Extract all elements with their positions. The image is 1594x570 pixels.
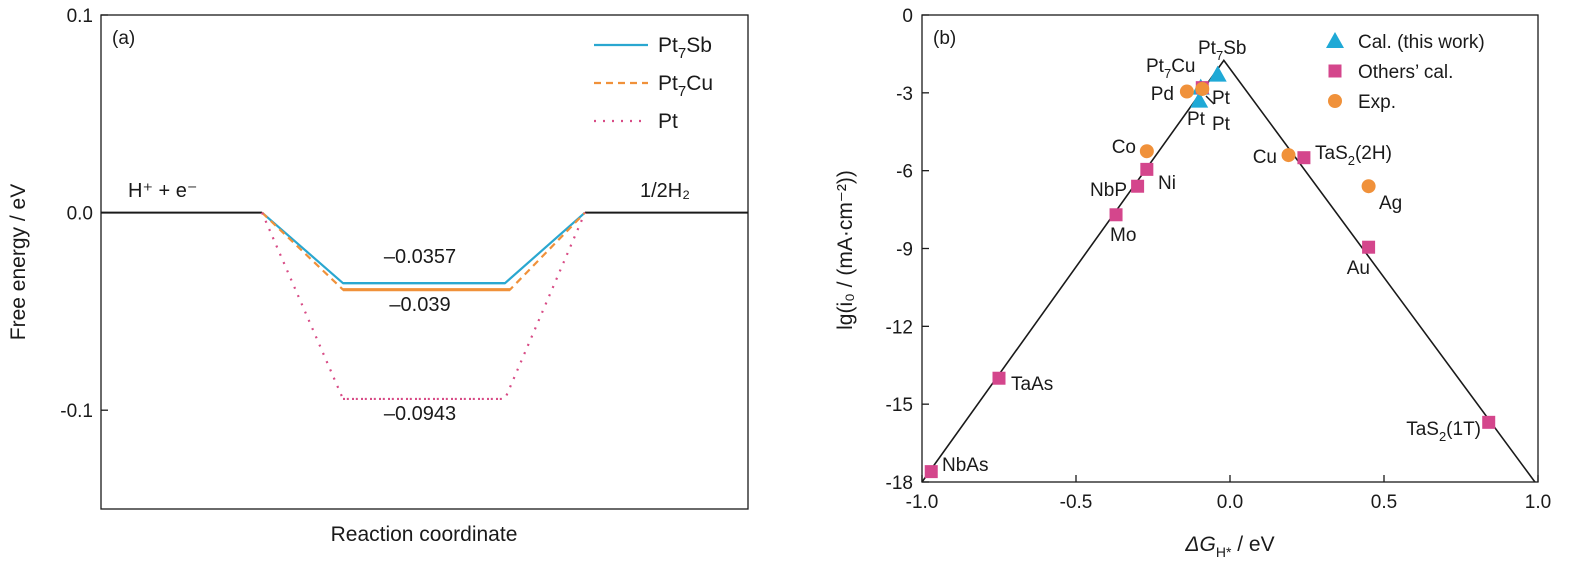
x-tick-label: 1.0 bbox=[1525, 492, 1551, 513]
legend-label-circle: Exp. bbox=[1358, 92, 1396, 113]
panel-a-label: (a) bbox=[112, 28, 135, 49]
panel-a-x-axis-label: Reaction coordinate bbox=[331, 523, 518, 546]
point-pd-circle bbox=[1179, 84, 1194, 99]
point-label-au: Au bbox=[1347, 258, 1370, 279]
point-pt7sb-triangle bbox=[1208, 65, 1227, 82]
point-label-pt: Pt bbox=[1187, 109, 1206, 130]
panel-a-legend: Pt7Sb Pt7Cu Pt bbox=[594, 34, 713, 133]
y-tick-label: 0 bbox=[902, 6, 913, 27]
value-label-pt7cu: –0.039 bbox=[389, 294, 450, 316]
point-tas2-2h--square bbox=[1297, 151, 1311, 165]
point-pt-circle bbox=[1195, 81, 1210, 96]
x-tick-label: 0.0 bbox=[1217, 492, 1243, 513]
legend-label-pt: Pt bbox=[658, 110, 678, 133]
value-label-pt7sb: –0.0357 bbox=[384, 246, 456, 268]
point-label-ni: Ni bbox=[1158, 173, 1176, 194]
panel-a-series-lines bbox=[260, 211, 587, 401]
panel-b-label: (b) bbox=[933, 28, 956, 49]
point-label-tas2-1t-: TaS2(1T) bbox=[1406, 419, 1481, 444]
legend-marker-square bbox=[1328, 64, 1342, 78]
panel-b-axes: -1.0 -0.5 0.0 0.5 1.0 0 -3 -6 -9 -12 -15 -18 bbox=[886, 6, 1552, 513]
point-label-ag: Ag bbox=[1379, 193, 1402, 214]
y-tick-label: -15 bbox=[886, 395, 913, 416]
x-tick-label: -0.5 bbox=[1060, 492, 1093, 513]
x-tick-label: -1.0 bbox=[906, 492, 939, 513]
legend-label-pt7sb: Pt7Sb bbox=[658, 34, 712, 62]
point-label-pt: Pt bbox=[1212, 114, 1231, 135]
point-label-cu: Cu bbox=[1253, 147, 1277, 168]
point-label-nbp: NbP bbox=[1090, 180, 1127, 201]
point-label-pd: Pd bbox=[1151, 84, 1174, 105]
panel-a-free-energy-diagram: (a) 0.1 0.0 -0.1 –0.0357 –0.039 –0.0943 H⁺ +… bbox=[7, 6, 749, 546]
y-tick-label: 0.0 bbox=[67, 204, 93, 225]
point-cu-circle bbox=[1281, 148, 1296, 163]
panel-b-y-axis-label: lg(i₀ / (mA·cm⁻²)) bbox=[834, 170, 857, 330]
panel-b-legend: Cal. (this work) Others’ cal. Exp. bbox=[1326, 32, 1485, 113]
point-label-pt7cu: Pt7Cu bbox=[1146, 56, 1195, 81]
point-pt-triangle bbox=[1190, 91, 1209, 108]
legend-marker-circle bbox=[1328, 94, 1342, 108]
point-au-square bbox=[1362, 240, 1376, 254]
y-tick-label: 0.1 bbox=[67, 6, 93, 27]
value-label-pt: –0.0943 bbox=[384, 403, 456, 425]
y-tick-label: -3 bbox=[896, 84, 913, 105]
panel-a-y-axis: 0.1 0.0 -0.1 bbox=[60, 6, 748, 422]
point-label-tas2-2h-: TaS2(2H) bbox=[1315, 143, 1392, 168]
point-label-nbas: NbAs bbox=[942, 455, 988, 476]
point-label-taas: TaAs bbox=[1011, 374, 1053, 395]
panel-b-volcano-plot: (b) -1.0 -0.5 0.0 0.5 1.0 0 -3 -6 -9 -12 -15 -18 Pt… bbox=[834, 6, 1551, 560]
legend-label-pt7cu: Pt7Cu bbox=[658, 72, 713, 100]
point-mo-square bbox=[1109, 208, 1123, 222]
volcano-line bbox=[921, 59, 1536, 483]
final-state-label: 1/2H₂ bbox=[640, 180, 690, 202]
point-nbas-square bbox=[924, 465, 938, 479]
y-tick-label: -12 bbox=[886, 317, 913, 338]
legend-marker-triangle bbox=[1326, 32, 1344, 48]
volcano-line-path bbox=[921, 59, 1536, 483]
point-tas2-1t--square bbox=[1482, 415, 1496, 429]
panel-b-x-axis-label: ΔGH* / eV bbox=[1184, 533, 1274, 560]
point-label-pt: Pt bbox=[1212, 88, 1231, 109]
point-taas-square bbox=[992, 371, 1006, 385]
panel-a-frame bbox=[100, 14, 749, 510]
point-label-co: Co bbox=[1112, 137, 1136, 158]
initial-state-label: H⁺ + e⁻ bbox=[128, 180, 197, 202]
x-tick-label: 0.5 bbox=[1371, 492, 1397, 513]
y-tick-label: -18 bbox=[886, 473, 913, 494]
point-ni-square bbox=[1140, 162, 1154, 176]
point-ag-circle bbox=[1361, 179, 1376, 194]
point-nbp-square bbox=[1131, 179, 1145, 193]
y-tick-label: -9 bbox=[896, 240, 913, 261]
y-tick-label: -6 bbox=[896, 162, 913, 183]
pt-pointer-arrow bbox=[1205, 95, 1215, 105]
panel-b-frame bbox=[921, 14, 1539, 483]
panel-a-value-labels: –0.0357 –0.039 –0.0943 bbox=[384, 246, 456, 425]
legend-label-triangle: Cal. (this work) bbox=[1358, 32, 1485, 53]
legend-label-square: Others’ cal. bbox=[1358, 62, 1453, 83]
point-co-circle bbox=[1139, 144, 1154, 159]
panel-a-y-axis-label: Free energy / eV bbox=[7, 184, 30, 340]
point-label-pt7sb: Pt7Sb bbox=[1198, 38, 1246, 63]
point-label-mo: Mo bbox=[1110, 225, 1136, 246]
y-tick-label: -0.1 bbox=[60, 401, 93, 422]
